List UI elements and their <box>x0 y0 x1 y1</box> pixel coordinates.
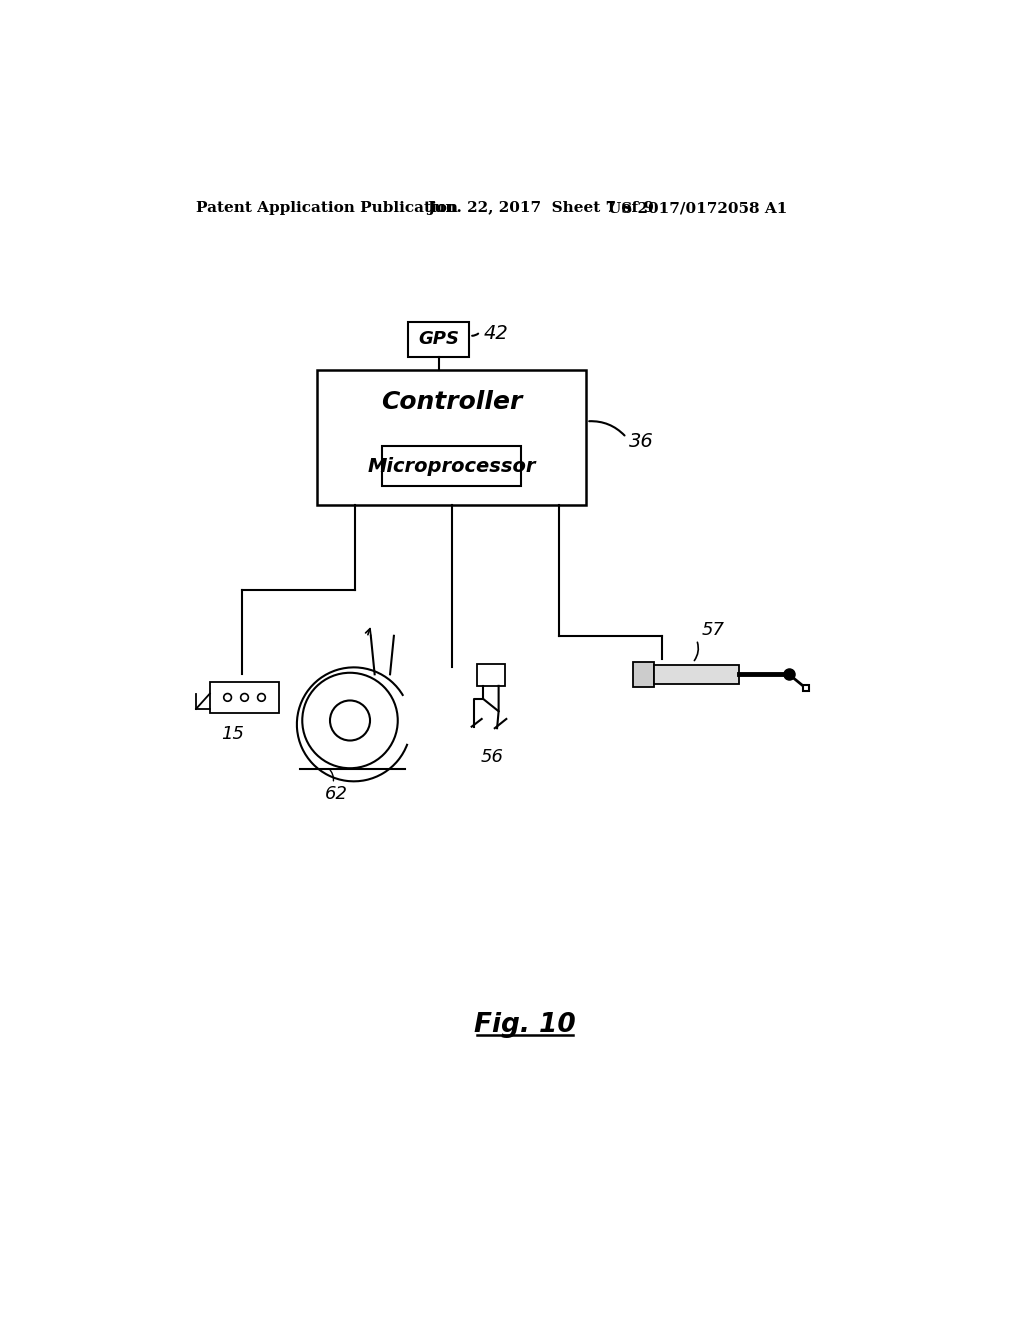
Text: 42: 42 <box>483 323 508 343</box>
Text: 56: 56 <box>481 748 504 767</box>
Text: 15: 15 <box>221 726 245 743</box>
Text: US 2017/0172058 A1: US 2017/0172058 A1 <box>608 202 787 215</box>
Text: GPS: GPS <box>418 330 459 348</box>
FancyBboxPatch shape <box>633 663 654 686</box>
Text: 36: 36 <box>629 432 653 451</box>
Text: 62: 62 <box>325 785 348 804</box>
Text: Microprocessor: Microprocessor <box>368 457 536 477</box>
Text: Controller: Controller <box>381 391 522 414</box>
FancyBboxPatch shape <box>654 665 739 684</box>
Text: Jun. 22, 2017  Sheet 7 of 9: Jun. 22, 2017 Sheet 7 of 9 <box>427 202 654 215</box>
Text: Patent Application Publication: Patent Application Publication <box>196 202 458 215</box>
FancyBboxPatch shape <box>477 664 505 686</box>
Text: 57: 57 <box>701 620 725 639</box>
FancyBboxPatch shape <box>408 322 469 356</box>
FancyBboxPatch shape <box>316 370 587 506</box>
FancyBboxPatch shape <box>382 446 521 487</box>
FancyBboxPatch shape <box>210 682 280 713</box>
Text: Fig. 10: Fig. 10 <box>474 1011 575 1038</box>
